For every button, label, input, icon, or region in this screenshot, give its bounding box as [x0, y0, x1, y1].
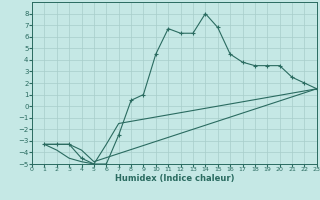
X-axis label: Humidex (Indice chaleur): Humidex (Indice chaleur)	[115, 174, 234, 183]
